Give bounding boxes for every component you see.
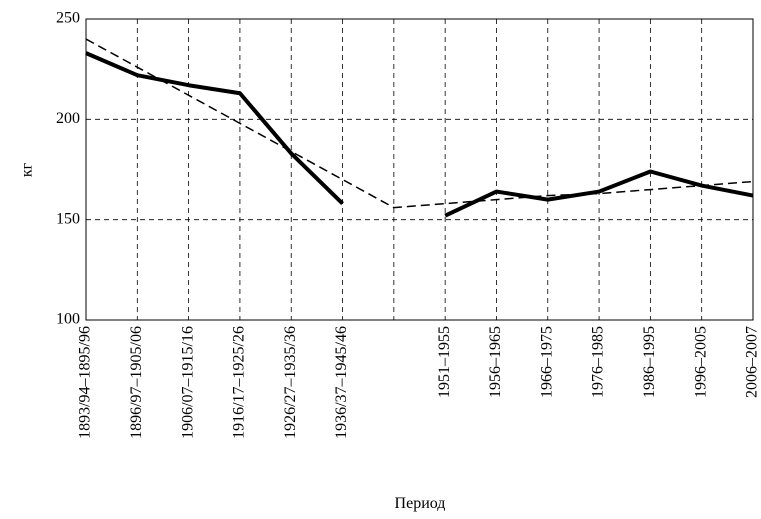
x-tick-label: 1893/94–1895/96 xyxy=(77,326,94,439)
y-tick-label: 100 xyxy=(56,311,80,328)
x-tick-label: 2006–2007 xyxy=(744,326,761,398)
x-tick-label: 1996–2005 xyxy=(692,326,709,398)
x-tick-label: 1906/07–1915/16 xyxy=(179,326,196,439)
y-tick-label: 250 xyxy=(56,10,80,27)
data-line xyxy=(85,51,754,218)
x-tick-label: 1956–1965 xyxy=(487,326,504,398)
x-tick-label: 1916/17–1925/26 xyxy=(231,326,248,439)
x-tick-label: 1966–1975 xyxy=(538,326,555,398)
x-tick-label: 1986–1995 xyxy=(641,326,658,398)
x-tick-label: 1896/97–1905/06 xyxy=(128,326,145,439)
x-tick-label: 1926/27–1935/36 xyxy=(282,326,299,439)
trend-line xyxy=(85,38,754,209)
x-axis-label: Период xyxy=(395,495,446,512)
x-tick-label: 1936/37–1945/46 xyxy=(333,326,350,439)
x-tick-label: 1976–1985 xyxy=(590,326,607,398)
x-tick-label: 1951–1955 xyxy=(436,326,453,398)
y-tick-label: 200 xyxy=(56,110,80,127)
y-tick-label: 150 xyxy=(56,210,80,227)
plot-frame xyxy=(85,18,754,321)
y-axis-label: кг xyxy=(19,162,36,177)
